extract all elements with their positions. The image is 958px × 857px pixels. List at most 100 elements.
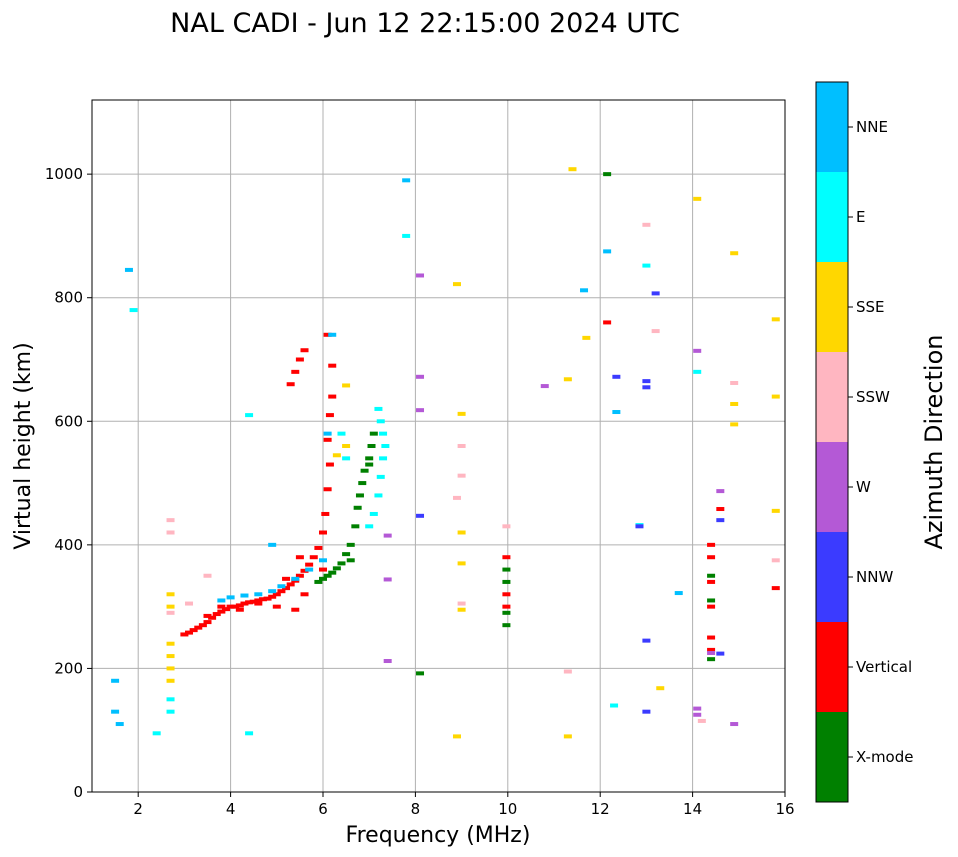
data-point-vertical (203, 613, 212, 618)
data-point-sse (166, 678, 175, 683)
data-point-vertical (217, 604, 226, 609)
grid-lines (92, 100, 786, 793)
data-point-e (379, 456, 388, 461)
y-tick-label: 1000 (45, 165, 83, 183)
data-point-vertical (323, 437, 332, 442)
data-point-nnw (642, 379, 651, 384)
data-point-ssw (166, 530, 175, 535)
data-point-x-mode (358, 481, 367, 486)
data-point-vertical (295, 573, 304, 578)
data-point-x-mode (351, 524, 360, 529)
data-point-nne (291, 576, 300, 581)
data-point-sse (771, 508, 780, 513)
data-point-nne (268, 542, 277, 547)
data-point-vertical (180, 632, 189, 637)
data-point-vertical (268, 594, 277, 599)
data-point-vertical (707, 542, 716, 547)
data-point-x-mode (355, 493, 364, 498)
data-point-nne (603, 249, 612, 254)
x-axis-ticks: 2 4 6 8 10 12 14 16 (133, 792, 795, 818)
data-point-e (374, 493, 383, 498)
chart-title: NAL CADI - Jun 12 22:15:00 2024 UTC (170, 8, 680, 39)
data-point-nne (111, 709, 120, 714)
data-point-w (693, 706, 702, 711)
plot-frame (91, 99, 786, 793)
data-point-sse (582, 335, 591, 340)
colorbar-frame (815, 81, 849, 803)
data-point-sse (342, 383, 351, 388)
data-point-w (383, 533, 392, 538)
data-point-vertical (208, 615, 217, 620)
data-point-ssw (457, 444, 466, 448)
x-tick-label: 6 (318, 800, 328, 818)
data-point-vertical (263, 596, 272, 601)
colorbar-segment (816, 352, 848, 442)
data-point-vertical (286, 382, 295, 387)
data-point-nne (402, 178, 411, 183)
data-point-w (416, 374, 425, 379)
data-point-w (540, 384, 549, 389)
data-point-nne (323, 431, 332, 436)
data-point-nne (305, 567, 314, 572)
data-point-e (152, 731, 161, 736)
data-point-ssw (697, 718, 706, 723)
x-tick-label: 14 (683, 800, 702, 818)
data-point-x-mode (707, 657, 716, 662)
data-point-vertical (235, 603, 244, 608)
data-point-sse (166, 666, 175, 671)
data-point-x-mode (603, 172, 612, 177)
data-point-nnw (612, 374, 621, 379)
data-point-e (342, 456, 351, 461)
data-point-nne (254, 592, 263, 597)
data-point-nnw (716, 651, 725, 656)
data-point-vertical (295, 357, 304, 362)
data-point-e (381, 444, 390, 448)
data-point-vertical (325, 413, 334, 418)
data-point-nne (268, 589, 277, 594)
data-point-ssw (730, 380, 739, 385)
data-point-vertical (291, 369, 300, 374)
data-point-x-mode (365, 456, 374, 461)
data-point-sse (771, 394, 780, 399)
data-point-vertical (771, 586, 780, 591)
data-point-x-mode (337, 561, 346, 566)
data-point-x-mode (502, 623, 511, 628)
data-point-vertical (707, 647, 716, 652)
data-point-x-mode (502, 610, 511, 615)
data-point-nnw (642, 385, 651, 390)
data-point-x-mode (353, 505, 362, 510)
data-point-e (693, 369, 702, 374)
data-point-e (337, 431, 346, 436)
colorbar-tick-label: SSW (856, 388, 890, 406)
data-point-nne (328, 332, 337, 337)
data-point-w (716, 489, 725, 494)
x-tick-label: 8 (411, 800, 421, 818)
data-point-e (129, 308, 138, 313)
x-tick-label: 16 (775, 800, 794, 818)
data-point-sse (166, 641, 175, 646)
data-point-x-mode (502, 567, 511, 572)
data-point-sse (457, 607, 466, 612)
data-point-w (693, 348, 702, 353)
data-point-vertical (254, 598, 263, 603)
x-tick-label: 2 (133, 800, 143, 818)
data-point-vertical (321, 511, 330, 516)
data-point-nnw (642, 709, 651, 714)
data-point-nne (674, 591, 683, 596)
data-point-vertical (319, 530, 327, 535)
data-point-ssw (502, 524, 511, 529)
data-point-vertical (245, 600, 254, 605)
data-point-vertical (300, 568, 309, 573)
data-point-vertical (323, 487, 332, 492)
data-point-x-mode (502, 579, 511, 584)
x-tick-label: 12 (591, 800, 610, 818)
data-point-nne (240, 593, 249, 598)
colorbar-tick-label: NNW (856, 568, 893, 586)
data-point-vertical (323, 332, 332, 337)
data-point-x-mode (707, 598, 716, 603)
data-point-vertical (319, 567, 327, 572)
data-point-w (730, 722, 739, 727)
data-point-vertical (272, 604, 281, 609)
data-point-nnw (642, 638, 651, 643)
